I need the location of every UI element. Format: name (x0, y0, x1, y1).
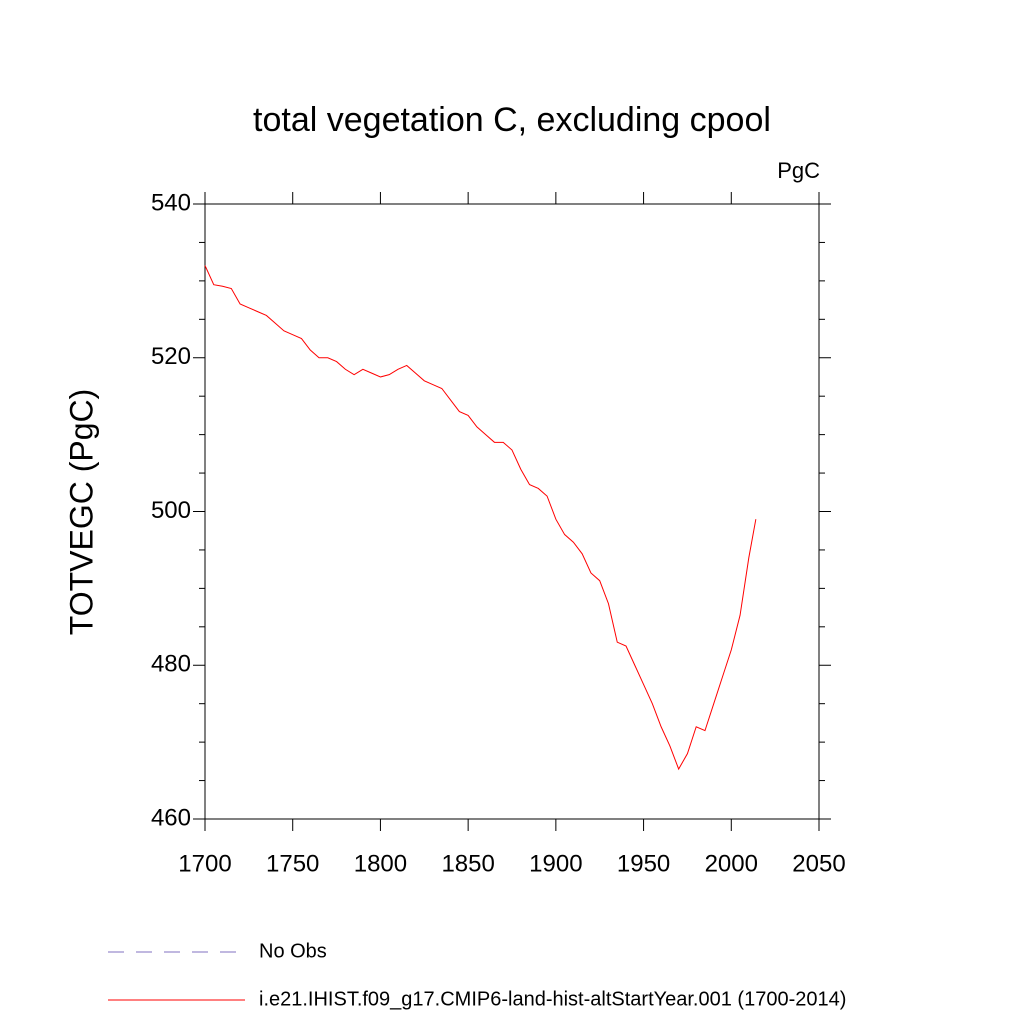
plot-frame (204, 203, 820, 820)
units-label: PgC (777, 158, 820, 183)
x-tick-label: 1700 (178, 850, 231, 877)
data-line (204, 265, 757, 771)
x-tick-label: 1950 (617, 850, 670, 877)
y-axis-label: TOTVEGC (PgC) (63, 389, 99, 636)
y-tick-label: 460 (151, 804, 191, 831)
x-tick-label: 2000 (705, 850, 758, 877)
y-tick-label: 540 (151, 189, 191, 216)
chart-title: total vegetation C, excluding cpool (253, 101, 771, 139)
x-tick-label: 2050 (792, 850, 845, 877)
x-tick-label: 1900 (529, 850, 582, 877)
y-tick-label: 520 (151, 343, 191, 370)
y-tick-label: 500 (151, 497, 191, 524)
y-tick-label: 480 (151, 651, 191, 678)
x-tick-label: 1750 (266, 850, 319, 877)
x-tick-label: 1850 (441, 850, 494, 877)
x-tick-label: 1800 (354, 850, 407, 877)
legend-label: i.e21.IHIST.f09_g17.CMIP6-land-hist-altS… (259, 988, 846, 1010)
legend-label: No Obs (259, 940, 327, 962)
